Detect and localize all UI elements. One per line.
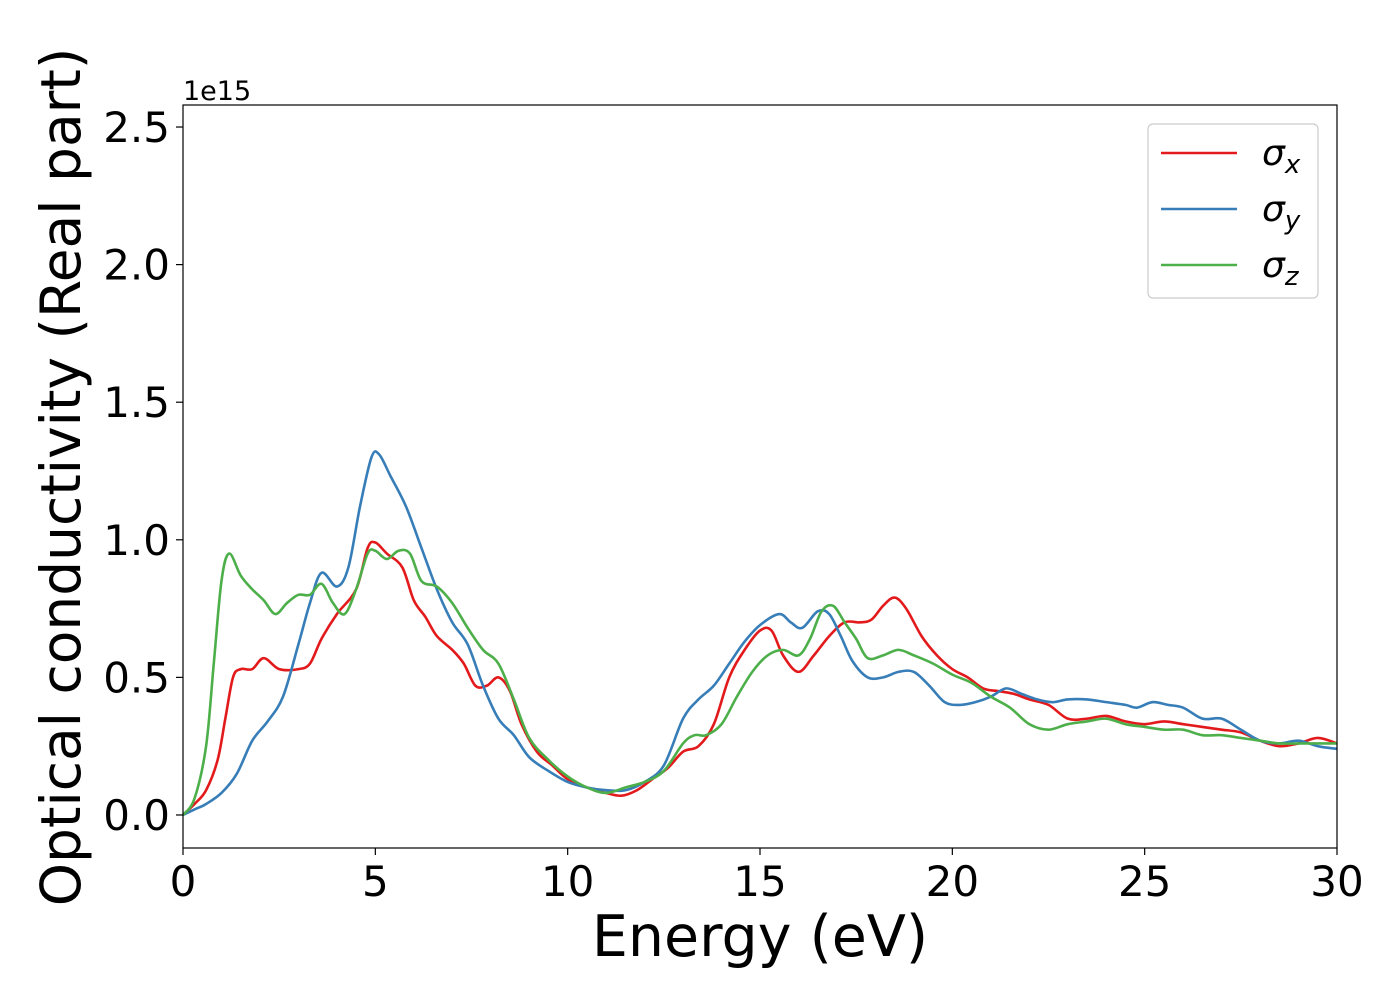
y-tick-label: 1.0	[103, 516, 170, 565]
legend-box	[1147, 123, 1319, 299]
legend: σx σy σz	[1147, 123, 1319, 299]
x-tick-label: 30	[1310, 857, 1363, 906]
series-layer	[181, 450, 1338, 817]
x-tick-label: 15	[733, 857, 786, 906]
y-axis-label: Optical conductivity (Real part)	[29, 48, 93, 907]
legend-label-z: σz	[1262, 245, 1300, 292]
legend-label-y: σy	[1262, 189, 1301, 236]
x-axis: 0 5 10 15 20 25 30	[170, 848, 1364, 906]
y-axis: 0.0 0.5 1.0 1.5 2.0 2.5	[103, 103, 183, 840]
x-tick-label: 0	[170, 857, 197, 906]
plot-area	[181, 104, 1338, 849]
series-line-x	[182, 540, 1338, 816]
x-axis-label: Energy (eV)	[592, 904, 928, 970]
y-tick-label: 2.5	[103, 103, 170, 152]
series-line-y	[182, 450, 1338, 817]
x-tick-label: 5	[362, 857, 389, 906]
y-tick-label: 2.0	[103, 241, 170, 290]
y-tick-label: 1.5	[103, 378, 170, 427]
x-tick-label: 20	[926, 857, 979, 906]
x-tick-label: 10	[541, 857, 594, 906]
y-tick-label: 0.0	[103, 791, 170, 840]
series-line-z	[181, 548, 1337, 816]
x-tick-label: 25	[1118, 857, 1171, 906]
legend-label-x: σx	[1262, 133, 1301, 180]
y-offset-text: 1e15	[183, 76, 251, 107]
y-tick-label: 0.5	[103, 653, 170, 702]
